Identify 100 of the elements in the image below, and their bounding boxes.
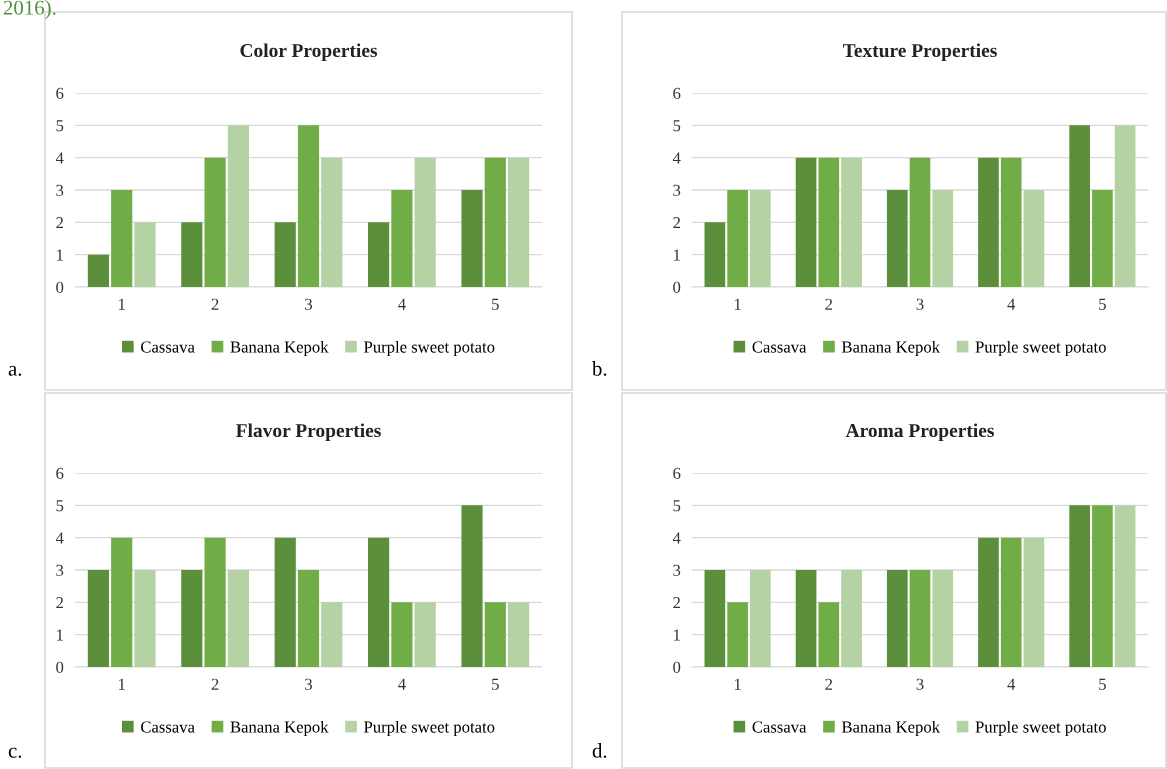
y-tick-label: 5 — [673, 500, 681, 512]
y-tick-label: 2 — [56, 217, 63, 229]
text: a. — [8, 365, 22, 376]
y-tick-label: 3 — [673, 564, 681, 576]
y-tick-label: 1 — [57, 629, 63, 641]
legend-label: Purple sweet potato — [975, 340, 1106, 357]
legend-label: Cassava — [141, 721, 195, 733]
bar — [414, 157, 436, 287]
bar — [111, 537, 133, 667]
y-tick-label: 5 — [673, 120, 681, 132]
legend-label: Banana Kepok — [230, 720, 329, 737]
bar — [932, 190, 954, 287]
y-tick-label: 4 — [55, 532, 64, 544]
bar — [704, 570, 726, 667]
text: 2016). — [3, 0, 56, 19]
legend-label: Cassava — [141, 341, 195, 353]
bar — [391, 602, 413, 667]
legend-label: Purple sweet potato — [364, 340, 495, 357]
bar — [297, 570, 320, 667]
legend-label: Banana Kepok — [230, 340, 329, 357]
y-tick-label: 0 — [673, 661, 681, 673]
bar — [508, 157, 530, 287]
y-tick-label: 2 — [673, 217, 680, 229]
x-tick-label: 5 — [492, 678, 499, 690]
bar — [1000, 157, 1022, 287]
bar — [484, 602, 506, 667]
legend-label: Purple sweet potato — [975, 720, 1106, 737]
bar — [227, 125, 249, 287]
x-tick-label: 5 — [492, 298, 499, 310]
x-tick-label: 4 — [1007, 298, 1016, 310]
bar — [1092, 190, 1113, 287]
bar — [727, 190, 748, 287]
bar — [111, 190, 133, 287]
bar — [461, 505, 483, 667]
x-tick-label: 2 — [825, 298, 833, 310]
bar — [1000, 537, 1022, 667]
x-tick-label: 3 — [305, 678, 313, 690]
bar — [795, 157, 817, 287]
bar — [181, 570, 203, 667]
legend-label: Cassava — [752, 721, 807, 733]
y-tick-label: 5 — [56, 120, 64, 132]
bar — [1023, 190, 1045, 287]
legend-label: Cassava — [752, 341, 807, 353]
y-tick-label: 1 — [674, 249, 680, 261]
x-tick-label: 3 — [916, 298, 924, 310]
bar — [321, 602, 343, 667]
bar — [181, 222, 203, 287]
bar — [274, 537, 296, 667]
bar — [704, 222, 726, 287]
bar — [841, 570, 862, 667]
y-tick-label: 3 — [56, 564, 64, 576]
bar — [134, 570, 156, 667]
x-tick-label: 5 — [1099, 298, 1106, 310]
x-tick-label: 1 — [119, 298, 125, 310]
y-tick-label: 1 — [57, 249, 63, 261]
x-tick-label: 3 — [305, 298, 313, 310]
bar — [750, 190, 771, 287]
y-tick-label: 2 — [56, 597, 63, 609]
x-tick-label: 4 — [1007, 678, 1016, 690]
y-tick-label: 6 — [56, 87, 64, 99]
bar — [87, 570, 109, 667]
y-tick-label: 3 — [56, 184, 64, 196]
bar — [1114, 125, 1136, 287]
bar — [727, 602, 748, 667]
x-tick-label: 2 — [825, 678, 833, 690]
chart-title: Color Properties — [240, 43, 378, 62]
bar — [886, 570, 908, 667]
bar — [978, 537, 999, 667]
y-tick-label: 6 — [673, 87, 681, 99]
bar — [297, 125, 320, 287]
y-tick-label: 0 — [673, 281, 681, 293]
bar — [750, 570, 771, 667]
bar — [274, 222, 296, 287]
x-tick-label: 1 — [734, 678, 741, 690]
y-tick-label: 4 — [55, 152, 64, 164]
bar — [461, 190, 483, 287]
bar — [841, 157, 862, 287]
y-tick-label: 4 — [672, 152, 681, 164]
bar — [134, 222, 156, 287]
bar — [795, 570, 817, 667]
x-tick-label: 4 — [398, 298, 406, 310]
bar — [368, 222, 390, 287]
y-tick-label: 0 — [56, 281, 64, 293]
x-tick-label: 4 — [398, 678, 406, 690]
y-tick-label: 1 — [674, 629, 680, 641]
bar — [484, 157, 506, 287]
bar — [1114, 505, 1136, 667]
bar — [1023, 537, 1045, 667]
bar — [886, 190, 908, 287]
x-tick-label: 3 — [916, 678, 924, 690]
x-tick-label: 2 — [211, 678, 219, 690]
chart-title: Flavor Properties — [236, 423, 381, 442]
bar — [1069, 505, 1090, 667]
y-tick-label: 6 — [56, 467, 64, 479]
bar — [321, 157, 343, 287]
bar — [227, 570, 249, 667]
bar — [508, 602, 530, 667]
legend-label: Banana Kepok — [841, 720, 941, 737]
text: b. — [592, 361, 607, 376]
legend-label: Purple sweet potato — [364, 720, 495, 737]
